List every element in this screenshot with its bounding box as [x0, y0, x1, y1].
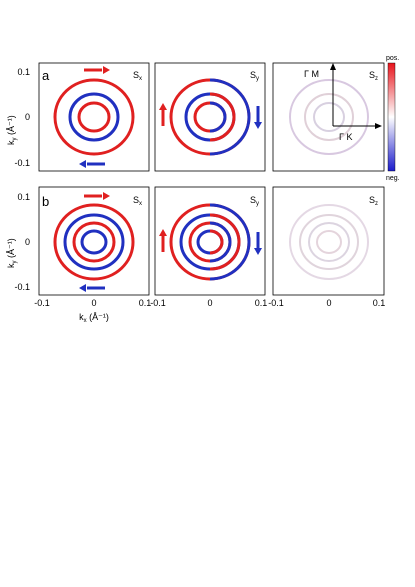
y-axis-row-a: 0.1 0 -0.1 ky (Å⁻¹): [6, 67, 30, 168]
row-a: a Sx Sy Γ M Γ: [38, 62, 385, 172]
colorbar-neg-label: neg.: [386, 175, 400, 182]
x-tick: 0: [326, 298, 331, 308]
gamma-m-label: Γ M: [304, 69, 319, 79]
contour-4: [80, 229, 108, 255]
y-tick: 0: [25, 237, 30, 247]
x-axis: -0.1 0 0.1 -0.1 0 0.1 -0.1 0 0.1 kx (Å⁻¹…: [34, 298, 385, 324]
row-label-b: b: [42, 194, 49, 209]
y-tick: -0.1: [14, 282, 30, 292]
y-tick: 0.1: [17, 67, 30, 77]
contour-1: [289, 204, 369, 280]
contour-2: [299, 214, 359, 270]
contour-3: [308, 222, 350, 262]
component-label: Sz: [369, 195, 378, 207]
panel-a-sy: Sy: [154, 62, 266, 172]
component-label: Sy: [250, 70, 259, 82]
x-tick: 0.1: [255, 298, 268, 308]
contour-4: [316, 230, 342, 254]
outer-contour: [53, 78, 135, 156]
x-tick: -0.1: [268, 298, 284, 308]
inner-contour: [77, 101, 111, 133]
panel-b-sz: Sz: [272, 186, 385, 296]
colorbar: pos. neg.: [386, 55, 400, 182]
row-b: b Sx Sy Sz: [38, 186, 385, 296]
panel-b-sy: Sy: [154, 186, 266, 296]
y-axis-label: ky (Å⁻¹): [6, 238, 18, 268]
y-tick: -0.1: [14, 158, 30, 168]
contour-2: [63, 213, 125, 271]
contour-3: [72, 221, 116, 263]
x-tick: 0.1: [139, 298, 152, 308]
y-tick: 0: [25, 112, 30, 122]
component-label: Sx: [133, 70, 142, 82]
panel-a-sx: a Sx: [38, 62, 150, 172]
x-tick: -0.1: [150, 298, 166, 308]
x-tick: -0.1: [34, 298, 50, 308]
x-axis-label: kx (Å⁻¹): [79, 312, 109, 324]
y-axis-label: ky (Å⁻¹): [6, 115, 18, 145]
middle-contour: [68, 92, 120, 142]
component-label: Sy: [250, 195, 259, 207]
x-tick: 0.1: [373, 298, 386, 308]
row-label-a: a: [42, 68, 50, 83]
colorbar-pos-label: pos.: [386, 55, 399, 62]
inner-contour: [313, 102, 345, 132]
x-tick: 0: [91, 298, 96, 308]
gamma-k-label: Γ K: [339, 132, 352, 142]
x-tick: 0: [207, 298, 212, 308]
outer-contour: [289, 79, 369, 155]
component-label: Sx: [133, 195, 142, 207]
panel-a-sz: Γ M Γ K Sz: [272, 62, 385, 172]
y-axis-row-b: 0.1 0 -0.1 ky (Å⁻¹): [6, 192, 30, 292]
panel-b-sx: b Sx: [38, 186, 150, 296]
component-label: Sz: [369, 70, 378, 82]
middle-contour: [304, 93, 354, 141]
y-tick: 0.1: [17, 192, 30, 202]
contour-1: [53, 203, 135, 281]
